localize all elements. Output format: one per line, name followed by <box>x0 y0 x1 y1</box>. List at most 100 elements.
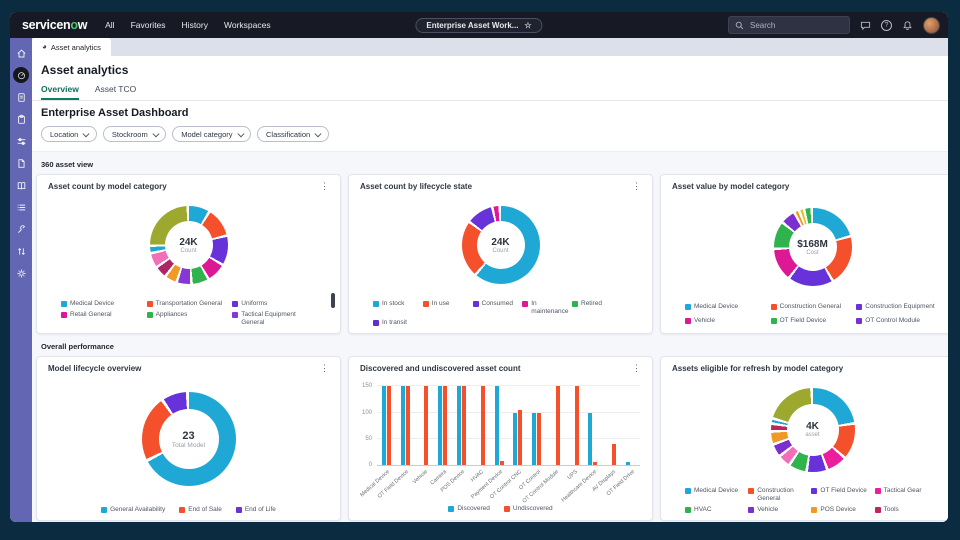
chart-legend: Medical Device Construction General Constr… <box>661 303 948 333</box>
legend-scrollbar[interactable] <box>331 293 335 308</box>
donut-chart: 24K Count <box>461 206 540 285</box>
legend-swatch <box>770 317 777 324</box>
clipboard-icon[interactable] <box>13 111 29 127</box>
filter-classification[interactable]: Classification <box>257 126 329 142</box>
bar-undiscovered <box>555 386 560 465</box>
legend-swatch <box>522 300 529 307</box>
bar-discovered <box>438 386 443 465</box>
kebab-menu-icon[interactable]: ⋮ <box>942 182 948 191</box>
chat-icon[interactable] <box>859 19 872 32</box>
workspace-tab-asset-analytics[interactable]: ◕ Asset analytics <box>32 38 111 56</box>
legend-swatch <box>856 304 863 310</box>
topnav-item-history[interactable]: History <box>181 20 208 30</box>
favorite-star-icon[interactable]: ☆ <box>524 20 532 30</box>
report-icon[interactable] <box>13 89 29 105</box>
bar-group <box>490 381 509 465</box>
legend-item: End of Life <box>235 506 276 514</box>
legend-item: In maintenance <box>522 300 572 316</box>
legend-label: Discovered <box>457 504 490 512</box>
bar-discovered <box>494 386 499 465</box>
legend-label: General Availability <box>110 505 166 513</box>
chart-legend: General Availability End of Sale End of Li… <box>37 506 340 520</box>
legend-swatch <box>101 506 108 513</box>
filter-model-category[interactable]: Model category <box>172 126 251 142</box>
wrench-icon[interactable] <box>13 221 29 237</box>
tab-overview[interactable]: Overview <box>41 84 79 100</box>
topnav-right-cluster: ? <box>728 16 940 34</box>
legend-swatch <box>685 317 691 324</box>
legend-item: Appliances <box>146 311 233 327</box>
card-model-lifecycle-overview: Model lifecycle overview ⋮ 23 Total Model … <box>36 356 341 521</box>
topnav-menu: All Favorites History Workspaces <box>105 20 270 30</box>
book-icon[interactable] <box>13 177 29 193</box>
bar-group <box>584 381 603 465</box>
card-title: Asset value by model category <box>672 182 790 191</box>
home-icon[interactable] <box>13 45 29 61</box>
sliders-icon[interactable] <box>13 133 29 149</box>
topnav-item-favorites[interactable]: Favorites <box>130 20 166 30</box>
legend-label: In maintenance <box>531 299 569 315</box>
filter-location[interactable]: Location <box>41 126 97 142</box>
y-tick-label: 150 <box>361 383 372 390</box>
tab-asset-tco[interactable]: Asset TCO <box>94 84 137 94</box>
donut-chart: 24K Count <box>149 206 228 285</box>
legend-swatch <box>61 300 67 307</box>
legend-swatch <box>179 506 186 513</box>
dashboard-gauge-icon[interactable] <box>13 67 29 83</box>
dashboard-title: Enterprise Asset Dashboard <box>41 107 189 119</box>
legend-label: In use <box>431 299 450 307</box>
card-asset-value-by-model-category: Asset value by model category ⋮ $168MCost… <box>660 174 948 334</box>
dashboard-header: Enterprise Asset Dashboard Location Stock… <box>32 101 948 152</box>
legend-item: Tactical Equipment General <box>232 311 318 327</box>
legend-label: Vehicle <box>694 316 715 324</box>
gear-icon[interactable] <box>13 265 29 281</box>
workspace-tab-strip: ◕ Asset analytics <box>32 38 948 56</box>
bar-group <box>508 381 527 465</box>
bar-group <box>415 381 434 465</box>
bar-undiscovered <box>518 409 523 465</box>
cards-row-1: Asset count by model category ⋮ 24K Count … <box>36 174 948 334</box>
legend-item: Retired <box>572 300 622 316</box>
kebab-menu-icon[interactable]: ⋮ <box>320 363 329 373</box>
topnav-item-all[interactable]: All <box>105 20 115 30</box>
user-avatar[interactable] <box>923 16 940 34</box>
legend-item: Vehicle <box>748 506 811 514</box>
kebab-menu-icon[interactable]: ⋮ <box>942 364 948 373</box>
kebab-menu-icon[interactable]: ⋮ <box>632 363 641 373</box>
bar-undiscovered <box>574 386 579 465</box>
page-title: Asset analytics <box>41 63 129 77</box>
legend-item: OT Field Device <box>811 487 874 503</box>
search-icon <box>735 21 744 29</box>
topnav-item-workspaces[interactable]: Workspaces <box>224 20 271 30</box>
kebab-menu-icon[interactable]: ⋮ <box>320 181 329 191</box>
legend-label: Transportation General <box>155 299 223 307</box>
dashboard: Enterprise Asset Dashboard Location Stock… <box>32 101 948 522</box>
legend-swatch <box>373 319 379 326</box>
filter-stockroom[interactable]: Stockroom <box>102 126 167 142</box>
donut-chart: 4K asset <box>770 387 855 472</box>
bar-group <box>377 381 396 465</box>
search-input[interactable] <box>748 19 832 31</box>
bar-group <box>433 381 452 465</box>
legend-label: POS Device <box>820 505 856 513</box>
legend-swatch <box>685 304 691 310</box>
help-icon[interactable]: ? <box>881 19 892 31</box>
card-assets-eligible-for-refresh: Assets eligible for refresh by model cat… <box>660 356 948 521</box>
bar-discovered <box>381 386 386 465</box>
legend-item: In transit <box>373 319 423 327</box>
list-icon[interactable] <box>13 199 29 215</box>
legend-label: Medical Device <box>694 486 739 494</box>
bar-undiscovered <box>499 460 504 465</box>
notifications-bell-icon[interactable] <box>901 19 914 32</box>
chart-legend: Discovered Undiscovered <box>349 505 652 520</box>
legend-label: Vehicle <box>757 505 779 513</box>
sort-arrows-icon[interactable] <box>13 243 29 259</box>
legend-label: Medical Device <box>694 303 739 310</box>
legend-item: Uniforms <box>232 300 318 308</box>
context-picker-pill[interactable]: Enterprise Asset Work... ☆ <box>415 17 543 33</box>
legend-swatch <box>61 311 67 318</box>
global-search[interactable] <box>728 16 850 34</box>
kebab-menu-icon[interactable]: ⋮ <box>632 181 641 191</box>
file-icon[interactable] <box>13 155 29 171</box>
legend-label: Medical Device <box>70 299 115 307</box>
